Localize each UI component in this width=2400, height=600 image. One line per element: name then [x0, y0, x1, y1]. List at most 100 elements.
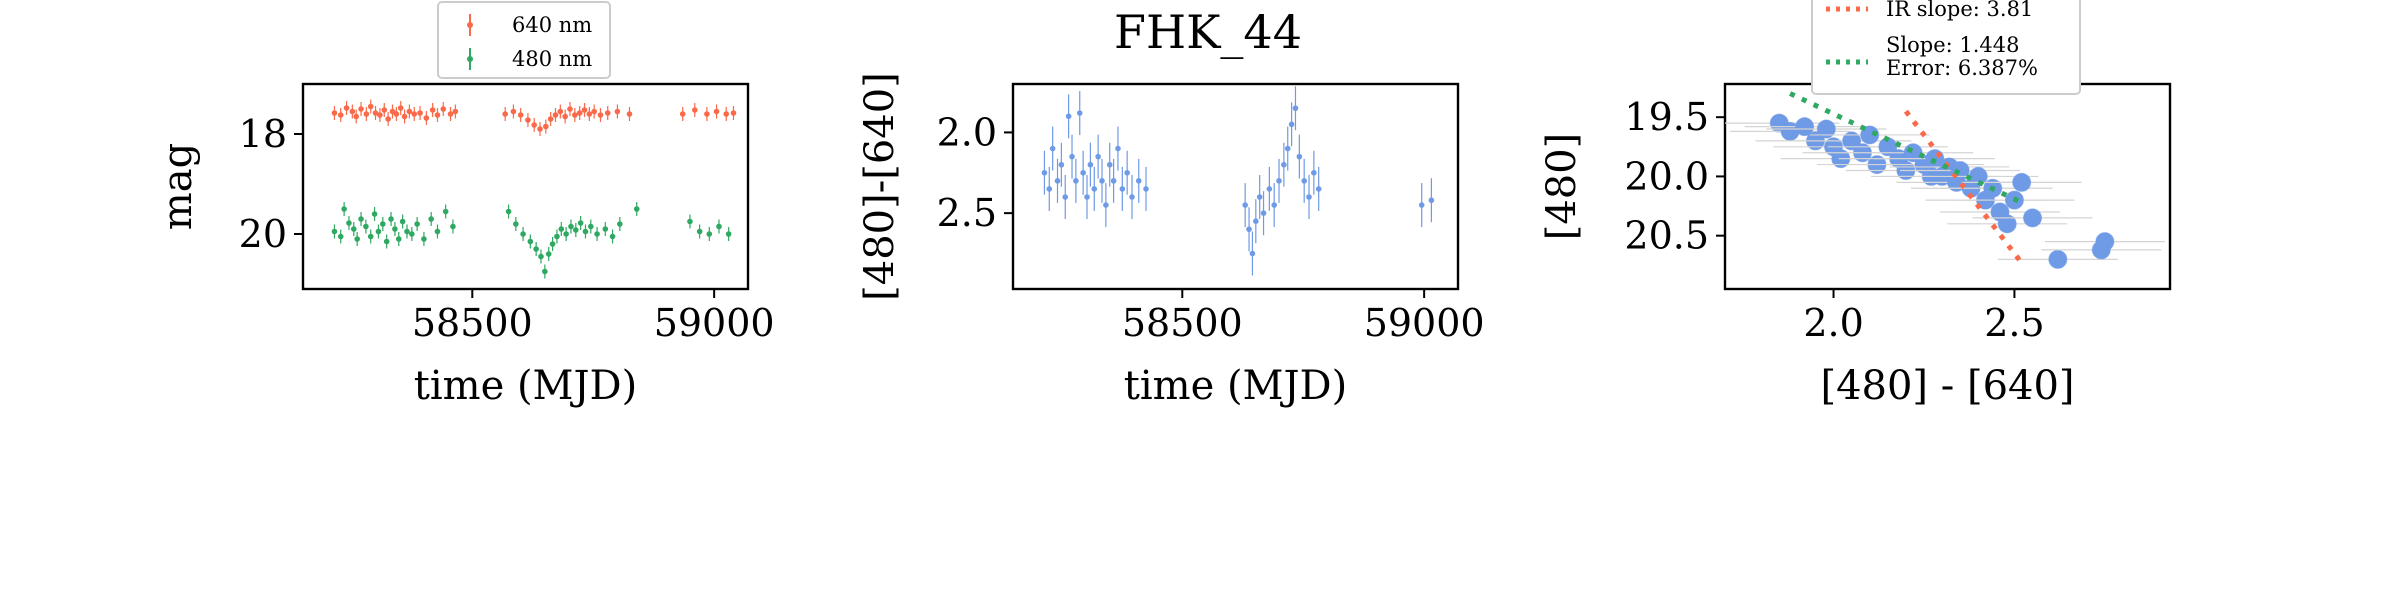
data-point	[1076, 110, 1083, 116]
data-point	[562, 113, 568, 120]
x-axis-label: [480] - [640]	[1820, 363, 2074, 409]
plot-area	[331, 99, 737, 279]
data-point	[554, 233, 560, 240]
data-point	[1428, 197, 1435, 204]
data-point	[545, 251, 552, 257]
data-point	[363, 223, 369, 230]
data-point	[1266, 186, 1273, 192]
data-point	[2048, 249, 2068, 269]
data-point	[363, 111, 370, 117]
data-point	[377, 112, 383, 118]
data-point	[1256, 194, 1263, 200]
data-point	[331, 110, 338, 116]
data-point	[1292, 105, 1299, 112]
data-point	[1103, 202, 1109, 208]
data-point	[1288, 121, 1295, 128]
data-point	[1418, 202, 1425, 208]
axes-frame	[1011, 82, 1460, 291]
data-point	[1106, 161, 1113, 168]
data-point	[450, 223, 456, 230]
y-tick-label: 20.0	[1624, 154, 1709, 198]
data-point	[696, 228, 703, 235]
data-point	[393, 111, 400, 117]
data-point	[434, 112, 441, 118]
data-point	[1281, 161, 1287, 168]
y-tick-label: 20.5	[1624, 214, 1709, 258]
plot-area	[1725, 91, 2165, 269]
data-point	[388, 216, 394, 222]
data-point	[380, 221, 386, 227]
data-point	[527, 238, 534, 245]
data-point	[399, 218, 406, 225]
data-point	[581, 107, 588, 113]
data-point	[505, 208, 512, 215]
data-point	[406, 108, 413, 115]
data-point	[1816, 119, 1836, 139]
data-point	[538, 253, 544, 260]
data-point	[440, 106, 447, 112]
x-tick-label: 59000	[654, 301, 775, 345]
data-point	[1795, 117, 1815, 137]
data-point	[552, 112, 559, 118]
data-point	[337, 233, 344, 240]
data-point	[502, 111, 508, 117]
data-point	[337, 112, 344, 118]
y-axis-label: mag	[155, 143, 201, 230]
x-tick-label: 58500	[412, 301, 533, 345]
data-point	[1246, 226, 1252, 233]
y-tick-label: 19.5	[1624, 95, 1709, 139]
data-point	[1080, 169, 1086, 176]
data-point	[1041, 169, 1048, 176]
data-point	[1143, 186, 1149, 192]
data-point	[531, 122, 538, 128]
data-point	[1271, 202, 1277, 208]
data-point	[572, 112, 578, 118]
data-point	[549, 241, 556, 247]
data-point	[331, 228, 338, 235]
data-point	[375, 228, 382, 235]
legend-marker-640	[467, 22, 473, 28]
data-point	[586, 111, 593, 117]
data-point	[591, 108, 597, 115]
data-point	[1058, 161, 1065, 168]
data-point	[1306, 194, 1312, 200]
data-point	[1135, 178, 1142, 184]
data-point	[1276, 178, 1282, 184]
data-point	[1099, 178, 1105, 184]
fit-line	[1789, 91, 2023, 205]
x-tick-label: 59000	[1364, 301, 1485, 345]
data-point	[409, 231, 415, 237]
data-point	[350, 226, 357, 232]
data-point	[577, 220, 584, 226]
data-point	[594, 231, 600, 237]
data-point	[547, 116, 554, 122]
data-point	[442, 208, 449, 215]
data-point	[576, 110, 583, 116]
legend-label-ir-slope: IR slope: 3.81	[1886, 0, 2033, 21]
data-point	[626, 111, 633, 117]
data-point	[1095, 153, 1101, 160]
data-point	[358, 106, 364, 112]
data-point	[428, 216, 434, 222]
data-point	[706, 231, 713, 237]
data-point	[582, 228, 589, 235]
data-point	[517, 112, 524, 118]
legend-label-fit: Slope: 1.448 Error: 6.387%	[1886, 33, 2038, 80]
data-point	[537, 126, 543, 132]
data-point	[1119, 186, 1126, 192]
data-point	[423, 115, 430, 121]
data-point	[1115, 145, 1121, 152]
data-point	[716, 223, 722, 230]
data-point	[1049, 145, 1056, 152]
y-tick-label: 20	[239, 212, 287, 256]
data-point	[614, 108, 621, 115]
data-point	[633, 206, 640, 212]
data-point	[383, 238, 390, 245]
data-point	[1084, 194, 1090, 200]
y-axis-label: [480]-[640]	[857, 72, 903, 301]
y-tick-label: 18	[239, 112, 287, 156]
data-point	[371, 211, 378, 217]
data-point	[1260, 210, 1267, 216]
data-point	[2091, 240, 2111, 260]
data-point	[1054, 178, 1061, 184]
